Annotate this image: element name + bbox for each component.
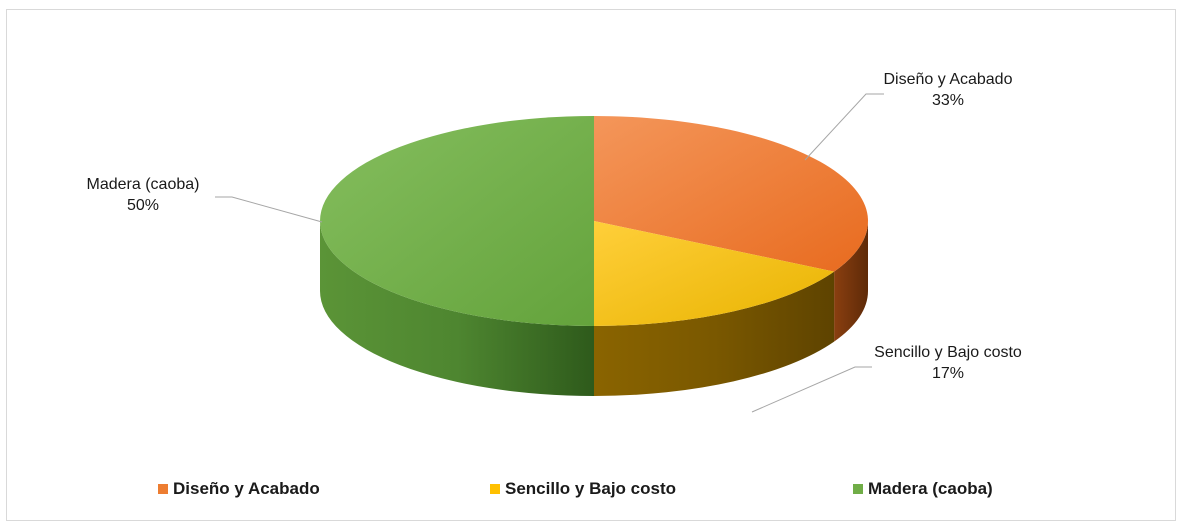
- leader-line: [804, 93, 884, 161]
- legend-label: Diseño y Acabado: [173, 479, 320, 498]
- legend-item-diseno: Diseño y Acabado: [158, 479, 320, 499]
- slice-diseno-acabado-side: [834, 221, 868, 342]
- data-label-percent: 33%: [932, 92, 964, 109]
- data-label-percent: 17%: [932, 365, 964, 382]
- legend-swatch-green: [853, 484, 863, 494]
- slice-madera-caoba-side: [320, 221, 594, 396]
- slice-sencillo-bajo-costo-side: [594, 271, 835, 397]
- slice-madera-caoba: [320, 116, 594, 326]
- legend-swatch-yellow: [490, 484, 500, 494]
- leader-line: [215, 196, 323, 223]
- slice-diseno-acabado: [594, 116, 869, 272]
- legend-label: Sencillo y Bajo costo: [505, 479, 676, 498]
- data-label-name: Diseño y Acabado: [884, 71, 1013, 88]
- leader-line: [751, 366, 872, 413]
- legend-item-sencillo: Sencillo y Bajo costo: [490, 479, 676, 499]
- slice-sencillo-bajo-costo: [594, 221, 835, 326]
- data-label-percent: 50%: [127, 197, 159, 214]
- data-label-name: Sencillo y Bajo costo: [874, 344, 1022, 361]
- legend-item-madera: Madera (caoba): [853, 479, 993, 499]
- data-label-name: Madera (caoba): [87, 176, 200, 193]
- legend-swatch-orange: [158, 484, 168, 494]
- legend-label: Madera (caoba): [868, 479, 993, 498]
